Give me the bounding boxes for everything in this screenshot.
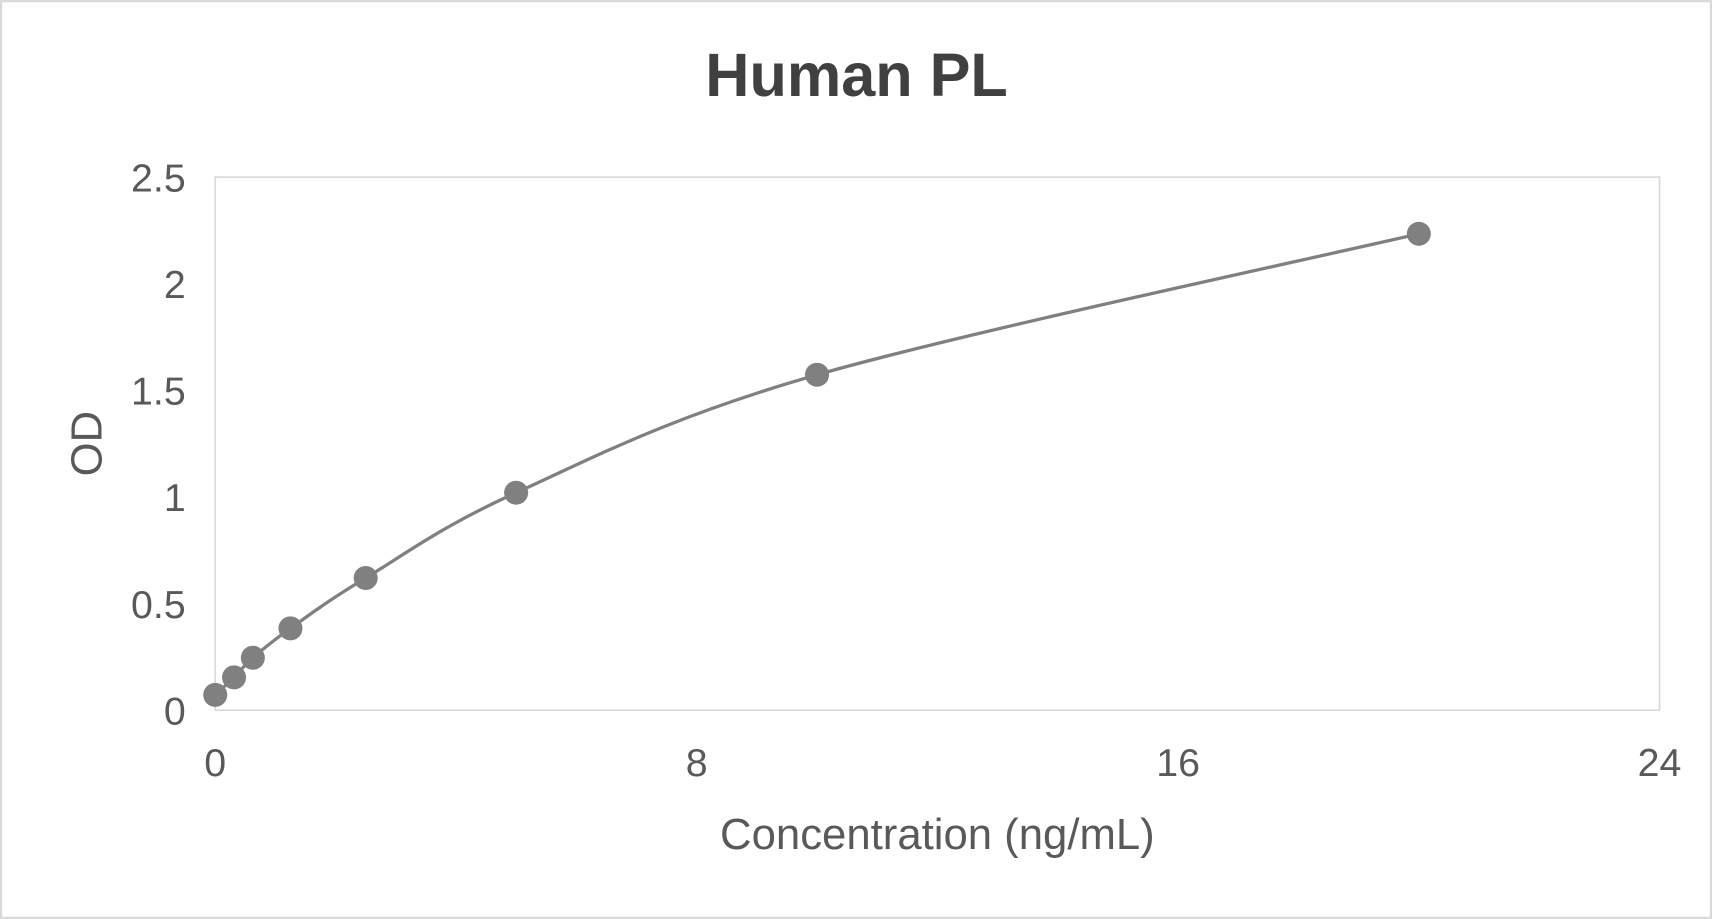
y-tick-label: 1.5 (131, 370, 186, 414)
x-axis-label: Concentration (ng/mL) (720, 810, 1155, 859)
y-tick-label: 0 (164, 689, 186, 733)
y-tick-label: 1 (164, 476, 186, 520)
data-point (240, 645, 265, 670)
data-point (353, 565, 378, 591)
data-point (222, 665, 247, 690)
data-point (504, 480, 529, 505)
plot-area (214, 176, 1661, 712)
data-point (278, 616, 303, 641)
x-tick-label: 24 (1638, 741, 1682, 785)
chart-title: Human PL (705, 41, 1007, 109)
data-point (1406, 221, 1431, 246)
x-tick-label: 0 (204, 741, 226, 785)
y-tick-label: 2 (164, 263, 186, 307)
data-point (203, 682, 228, 707)
y-tick-label: 0.5 (131, 583, 186, 627)
data-point (805, 362, 830, 387)
x-tick-label: 16 (1156, 741, 1200, 785)
y-axis-label: OD (63, 411, 112, 477)
y-tick-label: 2.5 (131, 156, 186, 200)
x-tick-label: 8 (686, 741, 708, 785)
